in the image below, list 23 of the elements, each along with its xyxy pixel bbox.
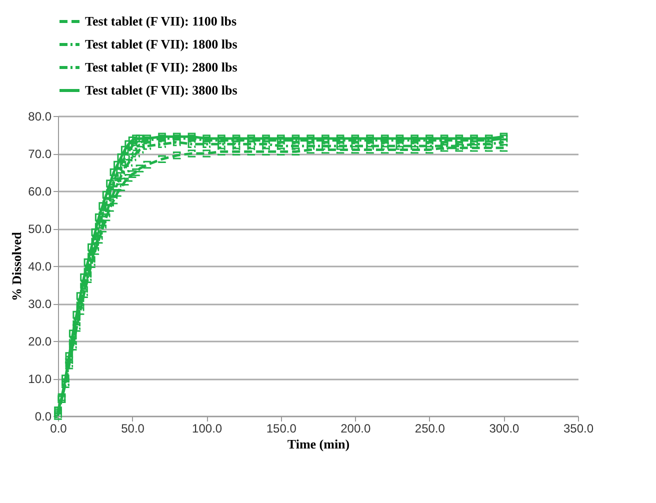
y-tick-label: 20.0: [28, 334, 52, 348]
x-tick-label: 350.0: [563, 422, 594, 436]
x-tick-label: 0.0: [50, 422, 68, 436]
x-tick-label: 200.0: [340, 422, 371, 436]
y-tick-label: 40.0: [28, 260, 52, 274]
y-axis-title: % Dissolved: [9, 231, 24, 301]
legend-label: Test tablet (F VII): 3800 lbs: [85, 82, 238, 98]
y-tick-label: 10.0: [28, 372, 52, 386]
y-tick-label: 70.0: [28, 147, 52, 161]
y-tick-label: 60.0: [28, 184, 52, 198]
y-tick-label: 30.0: [28, 297, 52, 311]
legend-label: Test tablet (F VII): 2800 lbs: [85, 60, 238, 74]
y-tick-label: 0.0: [34, 410, 52, 424]
x-tick-label: 50.0: [121, 422, 145, 436]
x-tick-label: 150.0: [266, 422, 297, 436]
legend-label: Test tablet (F VII): 1100 lbs: [85, 14, 237, 28]
legend-label: Test tablet (F VII): 1800 lbs: [85, 36, 238, 52]
y-tick-label: 80.0: [28, 110, 52, 124]
x-axis-title: Time (min): [287, 436, 350, 452]
x-tick-label: 250.0: [414, 422, 446, 436]
x-tick-label: 100.0: [192, 422, 222, 436]
x-tick-label: 300.0: [489, 422, 520, 436]
y-tick-label: 50.0: [28, 222, 52, 236]
